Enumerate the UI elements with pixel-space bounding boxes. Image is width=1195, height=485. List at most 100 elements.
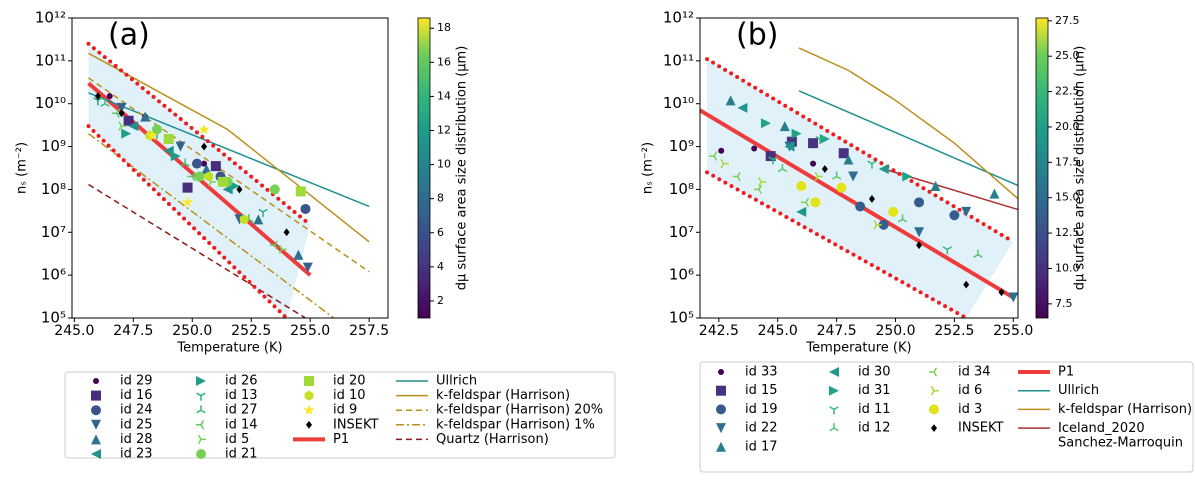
legend-marker	[196, 376, 206, 386]
y-tick-label: 10⁵	[669, 309, 694, 327]
x-tick-label: 250.0	[172, 323, 212, 339]
scatter-point	[796, 206, 807, 217]
legend-label: id 22	[745, 421, 778, 436]
colorbar-tick-label: 22.5	[1055, 85, 1080, 98]
legend-label: id 28	[120, 432, 153, 447]
scatter-point	[791, 128, 802, 139]
scatter-point	[831, 171, 842, 180]
scatter-point	[815, 135, 825, 145]
legend-label: P1	[333, 432, 349, 447]
legend-label: id 27	[225, 403, 258, 418]
scatter-point	[753, 184, 763, 195]
x-tick-label: 255.0	[290, 323, 330, 339]
scatter-point	[784, 141, 795, 152]
plot-area	[700, 47, 1018, 318]
line	[88, 77, 370, 273]
colorbar-label: dμ surface area size distribution (μm)	[1073, 46, 1088, 291]
scatter-point	[720, 158, 729, 169]
legend-label: id 19	[745, 402, 778, 417]
colorbar-tick-label: 14	[437, 89, 451, 102]
line	[86, 41, 313, 227]
legend-label: Quartz (Harrison)	[436, 432, 549, 447]
x-tick-label: 252.5	[934, 323, 974, 339]
scatter-point	[760, 118, 771, 129]
colorbar-tick-label: 10	[437, 158, 451, 171]
legend-marker	[304, 376, 314, 386]
scatter-point	[180, 158, 190, 167]
legend-label: id 3	[958, 402, 982, 417]
y-tick-label: 10¹⁰	[663, 94, 694, 112]
scatter-point	[181, 196, 194, 208]
legend-label: id 33	[745, 365, 778, 380]
y-tick-label: 10¹²	[35, 9, 66, 27]
scatter-point	[194, 171, 205, 182]
plot-area	[86, 41, 370, 318]
y-tick-label: 10⁷	[41, 223, 66, 241]
scatter-point	[94, 92, 101, 101]
legend-label: id 23	[120, 447, 153, 462]
x-tick-label: 245.0	[54, 323, 94, 339]
scatter-point	[878, 219, 889, 230]
scatter-point	[819, 134, 830, 145]
scatter-point	[93, 97, 103, 106]
colorbar-tick-label: 18	[437, 21, 451, 34]
legend-label: id 5	[225, 432, 249, 447]
scatter-point	[253, 214, 264, 225]
legend-label: Iceland_2020 Sanchez-Marroquin	[1058, 421, 1183, 450]
y-tick-label: 10⁸	[669, 180, 694, 198]
colorbar-tick-label: 27.5	[1055, 14, 1080, 27]
scatter-point	[100, 98, 110, 107]
scatter-point	[930, 181, 941, 192]
scatter-point	[182, 182, 193, 193]
scatter-point	[838, 148, 849, 159]
scatter-point	[779, 121, 790, 132]
legend-marker	[716, 423, 726, 434]
y-axis-label: nₛ (m⁻²)	[15, 142, 30, 194]
legend-marker	[197, 434, 206, 445]
scatter-point	[843, 154, 854, 165]
scatter-point	[801, 197, 810, 208]
legend-marker	[930, 385, 939, 396]
legend-label: id 13	[225, 388, 258, 403]
scatter-point	[796, 181, 807, 192]
legend-label: id 31	[858, 383, 891, 398]
scatter-point	[111, 108, 120, 118]
x-axis-label: Temperature (K)	[805, 341, 911, 356]
scatter-point	[140, 111, 151, 122]
scatter-point	[204, 171, 214, 182]
x-axis-label: Temperature (K)	[176, 341, 282, 356]
legend-label: id 25	[120, 417, 153, 432]
legend-label: Ullrich	[1058, 383, 1099, 398]
colorbar-tick-label: 2	[437, 294, 444, 307]
legend-marker	[93, 378, 99, 384]
scatter-point	[151, 124, 162, 135]
legend-label: id 26	[225, 374, 258, 389]
legend-label: id 30	[858, 365, 891, 380]
legend-label: id 29	[120, 374, 153, 389]
legend-label: INSEKT	[333, 417, 379, 432]
scatter-point	[867, 160, 877, 169]
legend-label: id 16	[120, 388, 153, 403]
legend-label: id 11	[858, 402, 891, 417]
scatter-point	[949, 210, 960, 221]
y-tick-label: 10¹²	[663, 9, 694, 27]
scatter-point	[732, 171, 741, 182]
scatter-point	[878, 163, 889, 174]
legend-marker	[306, 420, 312, 429]
scatter-point	[821, 165, 828, 173]
scatter-point	[998, 288, 1005, 297]
scatter-point	[961, 206, 972, 217]
legend-label: id 20	[333, 374, 366, 389]
legend-marker	[91, 449, 101, 459]
colorbar-tick-label: 17.5	[1055, 155, 1080, 168]
scatter-point	[777, 163, 788, 173]
chart-title: (a)	[108, 18, 150, 53]
legend-label: INSEKT	[958, 421, 1004, 436]
colorbar-tick-label: 15.0	[1055, 191, 1080, 204]
legend-label: P1	[1058, 365, 1074, 380]
legend-marker	[829, 385, 839, 396]
legend-marker	[716, 404, 726, 415]
scatter-point	[942, 246, 953, 255]
x-tick-label: 250.0	[875, 323, 915, 339]
scatter-point	[121, 128, 132, 139]
